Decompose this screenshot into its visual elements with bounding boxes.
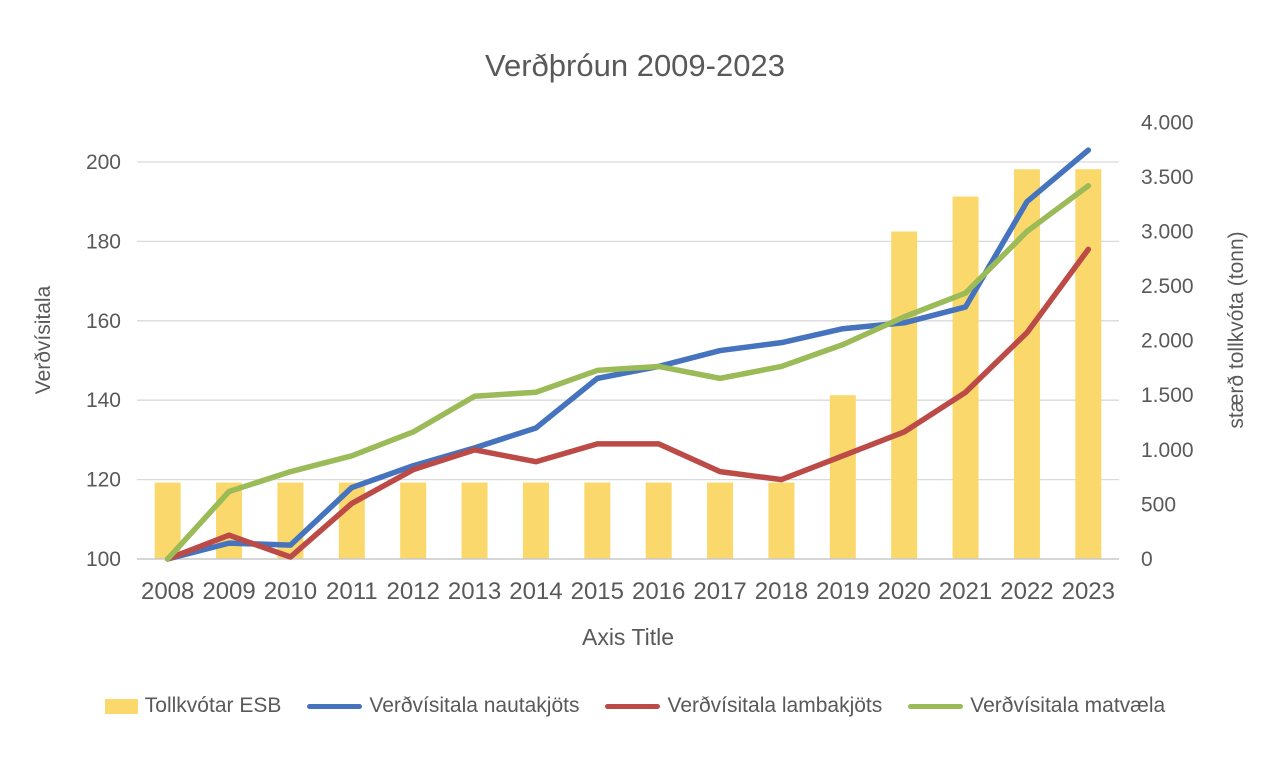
x-tick-label: 2020	[877, 578, 930, 605]
right-tick-label: 1.500	[1141, 384, 1194, 407]
chart-title: Verðþróun 2009-2023	[485, 48, 785, 83]
left-tick-label: 180	[86, 230, 121, 253]
x-tick-label: 2016	[632, 578, 685, 605]
bar-2020	[891, 231, 918, 559]
line-verdvisitala-matvaela	[164, 183, 1092, 562]
legend-swatch-verdvisitala-matvaela	[908, 703, 964, 709]
right-tick-label: 3.500	[1141, 166, 1194, 189]
x-tick-label: 2011	[326, 578, 378, 605]
x-tick-label: 2022	[1000, 578, 1053, 605]
x-tick-label: 2015	[571, 578, 624, 605]
line-verdvisitala-nautakjots	[164, 147, 1092, 562]
x-tick-label: 2014	[509, 578, 562, 605]
x-tick-label: 2010	[264, 578, 317, 605]
x-tick-label: 2017	[693, 578, 746, 605]
bar-2019	[829, 395, 856, 559]
left-tick-label: 120	[86, 469, 121, 492]
legend-swatch-verdvisitala-nautakjots	[307, 703, 363, 709]
x-tick-label: 2012	[386, 578, 439, 605]
right-tick-label: 2.000	[1141, 330, 1194, 353]
legend: Tollkvótar ESB Verðvísitala nautakjöts Ver…	[0, 694, 1270, 718]
x-tick-label: 2009	[202, 578, 255, 605]
x-tick-label: 2019	[816, 578, 869, 605]
line-verdvisitala-lambakjots	[164, 246, 1092, 562]
legend-item-tollkvotar-esb: Tollkvótar ESB	[104, 694, 282, 718]
bar-2012	[400, 482, 427, 559]
legend-swatch-tollkvotar-esb	[104, 698, 138, 714]
legend-label: Verðvísitala lambakjöts	[667, 694, 883, 717]
legend-label: Tollkvótar ESB	[144, 694, 282, 717]
right-tick-label: 3.000	[1141, 220, 1194, 243]
bar-2014	[522, 482, 549, 559]
x-axis-title: Axis Title	[581, 624, 675, 650]
left-tick-label: 160	[86, 310, 121, 333]
right-tick-label: 2.500	[1141, 275, 1194, 298]
right-tick-label: 500	[1141, 493, 1176, 516]
x-tick-label: 2018	[755, 578, 808, 605]
x-tick-label: 2023	[1062, 578, 1115, 605]
right-tick-label: 0	[1141, 548, 1153, 571]
bar-2021	[952, 196, 979, 559]
legend-item-verdvisitala-matvaela: Verðvísitala matvæla	[908, 694, 1165, 718]
legend-item-verdvisitala-nautakjots: Verðvísitala nautakjöts	[307, 694, 579, 718]
legend-swatch-verdvisitala-lambakjots	[605, 703, 661, 709]
x-tick-label: 2013	[448, 578, 501, 605]
left-tick-label: 140	[86, 389, 121, 412]
bar-2023	[1075, 169, 1102, 560]
bar-2013	[461, 482, 488, 559]
bar-2018	[768, 482, 795, 559]
right-tick-label: 4.000	[1141, 111, 1194, 134]
legend-label: Verðvísitala nautakjöts	[369, 694, 580, 717]
x-tick-label: 2008	[141, 578, 194, 605]
x-tick-label: 2021	[939, 578, 992, 605]
bar-2017	[707, 482, 734, 559]
right-tick-label: 1.000	[1141, 439, 1194, 462]
left-tick-label: 200	[86, 151, 121, 174]
left-tick-label: 100	[86, 548, 121, 571]
legend-item-verdvisitala-lambakjots: Verðvísitala lambakjöts	[605, 694, 882, 718]
bar-2016	[645, 482, 672, 559]
legend-label: Verðvísitala matvæla	[970, 694, 1166, 717]
bar-2015	[584, 482, 611, 559]
plot-area: 100 120 140 160 180 200 0 500 1.000 1.500 2.000 2.5…	[86, 111, 1194, 605]
